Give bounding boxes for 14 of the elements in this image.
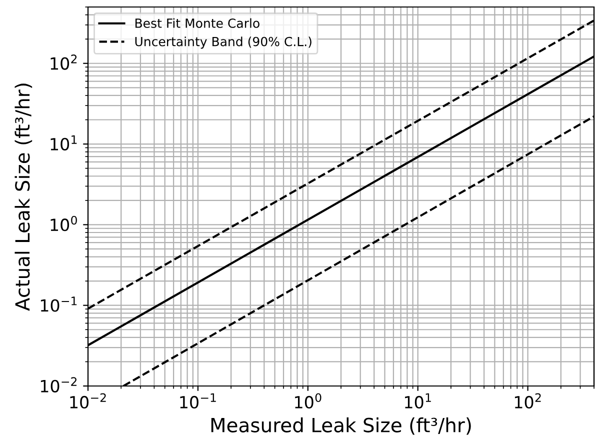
x-tick-label: 10$^{0}$ <box>295 393 322 408</box>
x-tick-label: 10$^{−1}$ <box>180 393 216 409</box>
y-axis-title: Actual Leak Size (ft³/hr) <box>14 84 32 311</box>
x-tick-label: 10$^{2}$ <box>514 393 541 408</box>
y-tick-label: 10$^{−2}$ <box>40 377 77 392</box>
x-tick-label: 10$^{1}$ <box>405 393 431 409</box>
y-tick-label: 10$^{0}$ <box>50 216 77 232</box>
legend-label: Uncertainty Band (90% C.L.) <box>135 36 312 49</box>
y-tick-label: 10$^{1}$ <box>50 135 77 150</box>
x-axis-title: Measured Leak Size (ft³/hr) <box>211 417 471 435</box>
y-tick-label: 10$^{2}$ <box>50 54 77 70</box>
y-tick-label: 10$^{−1}$ <box>40 296 77 312</box>
legend-label: Best Fit Monte Carlo <box>135 18 260 28</box>
x-tick-label: 10$^{−2}$ <box>70 393 106 408</box>
